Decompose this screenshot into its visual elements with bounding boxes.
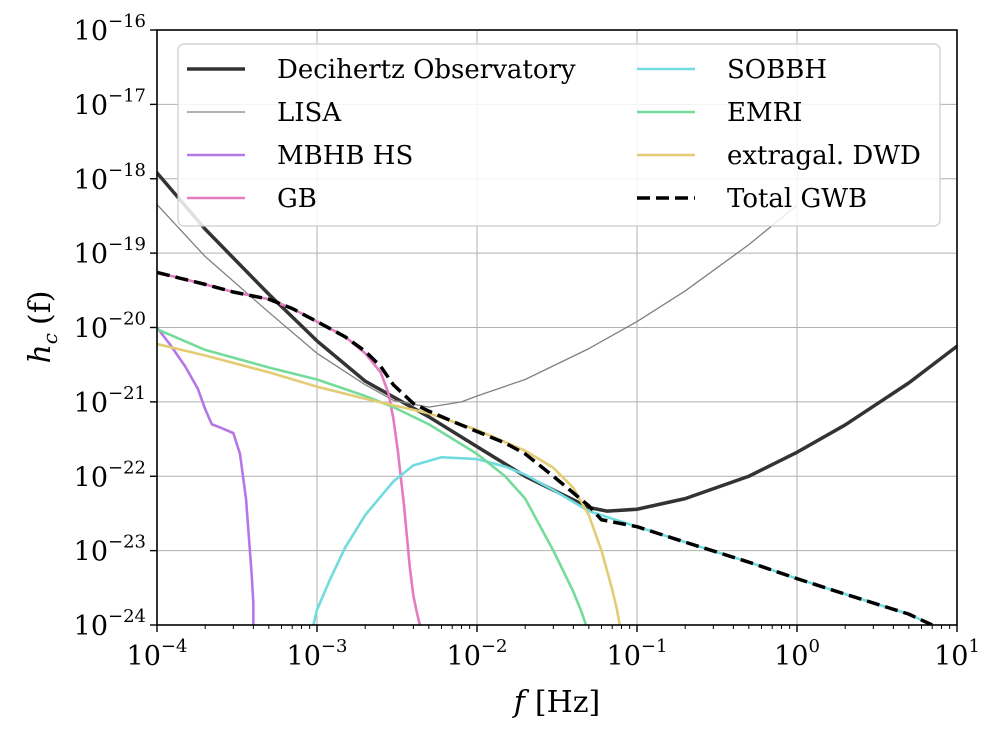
y-tick-base: 10 <box>74 314 108 345</box>
y-tick-exp: −24 <box>108 606 146 627</box>
legend-label: extragal. DWD <box>727 141 921 171</box>
series-line-extragal-dwd <box>157 342 622 625</box>
y-axis-sub: c <box>38 333 62 344</box>
x-tick-base: 10 <box>447 641 481 672</box>
x-tick-base: 10 <box>607 641 641 672</box>
legend-label: LISA <box>277 98 342 128</box>
y-tick-label: 10−18 <box>74 160 146 196</box>
y-axis-var: h <box>23 344 58 363</box>
x-tick-label: 10−3 <box>287 636 348 672</box>
x-tick-exp: −3 <box>321 636 348 657</box>
legend-item: GB <box>187 184 317 214</box>
legend-item: extragal. DWD <box>637 141 921 171</box>
legend-item: SOBBH <box>637 55 827 85</box>
y-tick-label: 10−22 <box>74 457 146 493</box>
y-tick-base: 10 <box>74 388 108 419</box>
x-tick-base: 10 <box>287 641 321 672</box>
legend-label: Total GWB <box>727 184 867 214</box>
x-tick-exp: 0 <box>808 636 819 657</box>
y-tick-label: 10−24 <box>74 606 146 642</box>
y-axis-title: hc (f) <box>23 290 62 363</box>
y-tick-base: 10 <box>74 611 108 642</box>
legend: Decihertz Observatory LISA MBHB HS GB SOBBH E… <box>177 43 941 227</box>
x-axis-title: f [Hz] <box>512 685 601 720</box>
legend-label: MBHB HS <box>277 141 413 171</box>
y-tick-label: 10−21 <box>74 383 146 419</box>
legend-item: MBHB HS <box>187 141 413 171</box>
legend-label: EMRI <box>727 98 802 128</box>
legend-item: EMRI <box>637 98 802 128</box>
y-tick-base: 10 <box>74 462 108 493</box>
y-axis-arg: (f) <box>23 290 58 325</box>
y-tick-label: 10−19 <box>74 234 146 270</box>
y-tick-base: 10 <box>74 537 108 568</box>
y-tick-label: 10−16 <box>74 11 146 47</box>
legend-item: LISA <box>187 98 342 128</box>
x-tick-label: 10−4 <box>127 636 188 672</box>
x-tick-base: 10 <box>774 641 808 672</box>
y-tick-exp: −19 <box>108 234 146 255</box>
legend-item: Decihertz Observatory <box>187 55 576 85</box>
y-tick-label: 10−23 <box>74 532 146 568</box>
y-tick-label: 10−20 <box>74 309 146 345</box>
legend-item: Total GWB <box>637 184 867 214</box>
legend-label: Decihertz Observatory <box>277 55 576 85</box>
series-line-emri <box>157 327 588 625</box>
y-tick-exp: −17 <box>108 85 146 106</box>
series-lines <box>157 171 957 625</box>
x-tick-label: 10−2 <box>447 636 508 672</box>
series-line-total-gwb <box>157 270 933 625</box>
y-tick-exp: −22 <box>108 457 146 478</box>
y-tick-base: 10 <box>74 90 108 121</box>
y-tick-base: 10 <box>74 165 108 196</box>
x-tick-label: 100 <box>774 636 820 672</box>
legend-label: GB <box>277 184 317 214</box>
x-tick-label: 101 <box>934 636 980 672</box>
y-tick-exp: −20 <box>108 309 146 330</box>
x-tick-label: 10−1 <box>607 636 668 672</box>
x-tick-exp: −1 <box>641 636 668 657</box>
y-tick-base: 10 <box>74 239 108 270</box>
y-tick-label: 10−17 <box>74 85 146 121</box>
x-tick-base: 10 <box>127 641 161 672</box>
legend-box <box>177 43 941 227</box>
y-tick-exp: −23 <box>108 532 146 553</box>
series-line-lisa <box>157 203 798 408</box>
legend-label: SOBBH <box>727 55 827 85</box>
x-axis-unit: [Hz] <box>535 685 600 720</box>
y-tick-exp: −16 <box>108 11 146 32</box>
x-tick-exp: −2 <box>481 636 508 657</box>
y-tick-exp: −18 <box>108 160 146 181</box>
y-tick-exp: −21 <box>108 383 146 404</box>
x-tick-exp: −4 <box>161 636 188 657</box>
y-tick-base: 10 <box>74 16 108 47</box>
x-axis-var: f <box>512 685 530 720</box>
ticks: 10−4 10−3 10−2 10−1 100 10110−2410−2310−2210−… <box>74 11 980 672</box>
x-tick-base: 10 <box>934 641 968 672</box>
x-tick-exp: 1 <box>968 636 979 657</box>
series-line-mbhb-hs <box>157 326 255 625</box>
